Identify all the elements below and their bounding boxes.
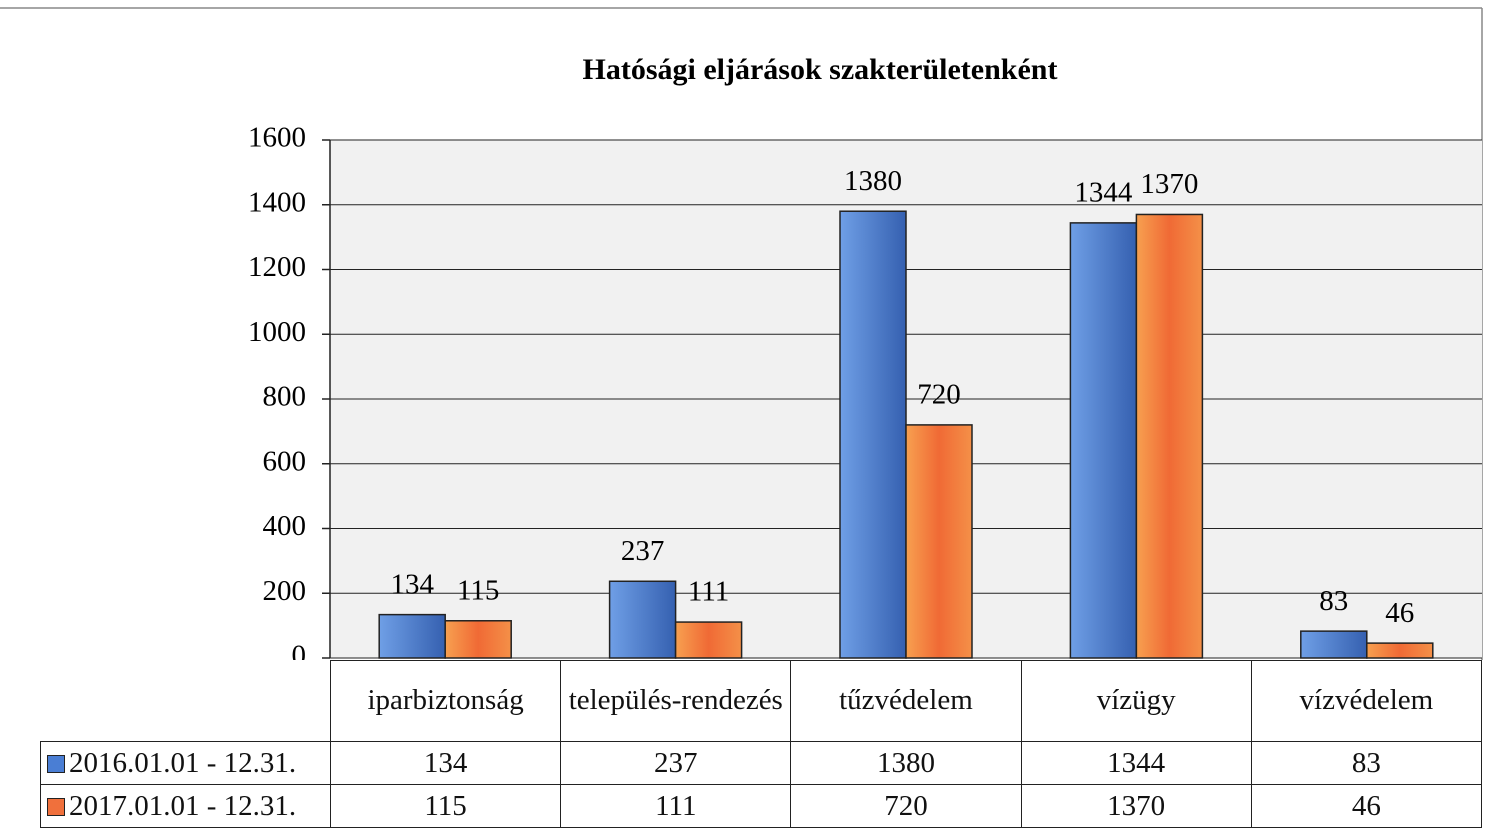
category-label: település-rendezés — [560, 660, 792, 742]
data-label: 111 — [688, 576, 729, 608]
table-value: 83 — [1250, 741, 1483, 785]
data-label: 1380 — [844, 165, 902, 197]
legend-label: 2017.01.01 - 12.31. — [69, 789, 297, 822]
category-row: iparbiztonság település-rendezés tűzvédele… — [40, 660, 1483, 742]
bar — [378, 613, 446, 659]
bar — [905, 424, 973, 659]
chart-title: Hatósági eljárások szakterületenként — [583, 53, 1058, 86]
data-table: iparbiztonság település-rendezés tűzvédele… — [40, 660, 1483, 828]
category-label: vízügy — [1020, 660, 1252, 742]
bar — [444, 620, 512, 659]
data-label: 134 — [390, 568, 434, 600]
category-label: vízvédelem — [1250, 660, 1483, 742]
legend-entry: 2016.01.01 - 12.31. — [40, 741, 331, 785]
bar — [1069, 222, 1138, 659]
table-value: 111 — [560, 784, 792, 828]
y-tick-label: 400 — [263, 510, 307, 542]
y-tick-label: 200 — [263, 575, 307, 607]
blank-cell — [40, 660, 331, 742]
table-value: 1344 — [1020, 741, 1252, 785]
category-label: iparbiztonság — [329, 660, 562, 742]
bar — [839, 210, 907, 659]
category-label: tűzvédelem — [790, 660, 1022, 742]
chart: Hatósági eljárások szakterületenként 0 20… — [0, 7, 1483, 660]
data-label: 46 — [1385, 597, 1414, 629]
table-value: 1370 — [1020, 784, 1252, 828]
legend-entry: 2017.01.01 - 12.31. — [40, 784, 331, 828]
y-tick-label: 1600 — [248, 122, 306, 154]
series-row: 2016.01.01 - 12.31. 134 237 1380 1344 83 — [40, 741, 1483, 785]
y-tick-label: 0 — [292, 640, 307, 660]
table-value: 720 — [790, 784, 1022, 828]
data-label: 237 — [621, 535, 665, 567]
bar — [1366, 642, 1434, 659]
bar — [1135, 213, 1204, 659]
table-value: 46 — [1250, 784, 1483, 828]
data-label: 720 — [917, 379, 961, 411]
bar — [674, 621, 743, 659]
table-value: 134 — [329, 741, 562, 785]
table-value: 237 — [560, 741, 792, 785]
table-value: 1380 — [790, 741, 1022, 785]
legend-swatch — [47, 754, 65, 773]
data-label: 83 — [1319, 585, 1348, 617]
y-tick-label: 1200 — [248, 251, 306, 283]
bar — [1300, 630, 1368, 659]
y-tick-label: 800 — [263, 381, 307, 413]
y-tick-label: 1400 — [248, 186, 306, 218]
legend-label: 2016.01.01 - 12.31. — [69, 746, 297, 779]
y-tick-label: 1000 — [248, 316, 306, 348]
bar — [608, 580, 677, 659]
data-label: 115 — [457, 574, 499, 606]
legend-swatch — [47, 797, 65, 816]
data-label: 1344 — [1074, 177, 1133, 209]
series-row: 2017.01.01 - 12.31. 115 111 720 1370 46 — [40, 784, 1483, 828]
table-value: 115 — [329, 784, 562, 828]
data-label: 1370 — [1140, 168, 1198, 200]
y-tick-label: 600 — [263, 445, 307, 477]
